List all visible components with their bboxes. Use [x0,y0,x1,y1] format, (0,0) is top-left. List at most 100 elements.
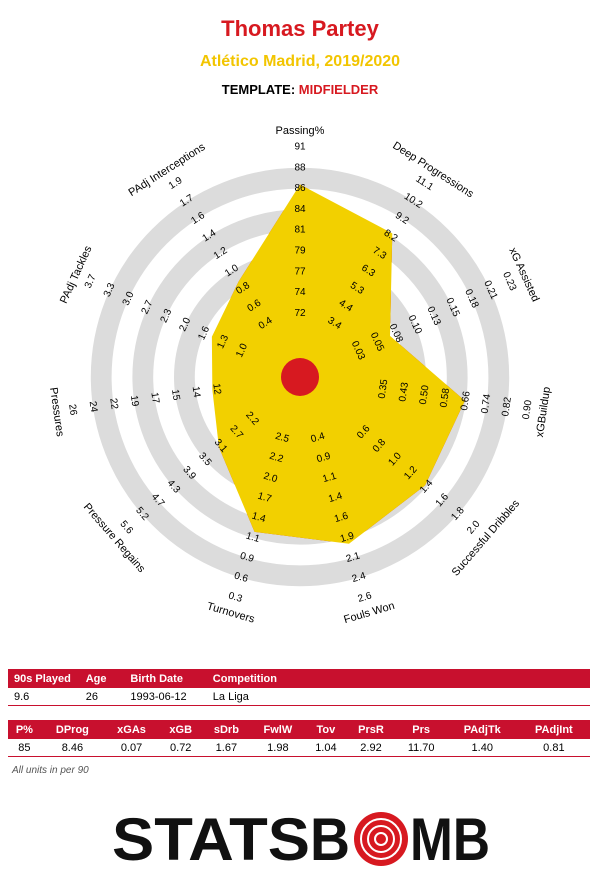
info-header-cell [301,669,590,688]
tick-label: 5.6 [117,519,135,537]
statsbomb-logo: STATS B MB [112,808,490,868]
tick-label: 86 [294,183,306,194]
team-season: Atlético Madrid, 2019/2020 [199,53,401,70]
tick-label: 1.6 [196,324,212,342]
tick-label: 12 [210,383,223,396]
tick-label: 19 [128,395,141,408]
info-value-cell: La Liga [206,688,301,706]
tick-label: 72 [294,308,306,319]
tick-label: 0.50 [418,384,432,405]
stats-value-cell: 0.81 [517,739,590,757]
template-label: TEMPLATE: [221,82,296,97]
tick-label: 24 [87,400,100,413]
player-name: Thomas Partey [221,16,379,41]
tick-label: 79 [294,246,306,257]
tick-label: 1.3 [215,333,231,351]
logo-text-b: B [310,808,350,868]
stats-value-cell: 2.92 [346,739,396,757]
stats-value-cell: 11.70 [395,739,447,757]
info-header-cell: Competition [206,669,301,688]
tick-label: 2.0 [465,518,483,536]
stats-value-cell: 0.07 [104,739,160,757]
tick-label: 22 [107,398,120,411]
tick-label: 0.43 [397,381,411,402]
template-value: MIDFIELDER [298,82,379,97]
logo-text-left: STATS [112,808,310,868]
info-table: 90s Played Age Birth Date Competition 9.6 26… [8,669,590,706]
tick-label: 2.5 [274,431,291,446]
grid-ring [90,167,510,587]
tick-label: 0.58 [438,387,452,408]
stats-header-cell: sDrb [202,720,251,739]
template-line: TEMPLATE: MIDFIELDER [0,82,600,97]
stats-header-cell: P% [8,720,41,739]
stats-header-row: P% DProg xGAs xGB sDrb FwlW Tov PrsR Prs PAdjTk PA… [8,720,590,739]
tick-label: 2.4 [351,570,368,585]
axis-label: xGBuildup [534,386,553,438]
stats-header-cell: Tov [305,720,347,739]
tick-label: 1.9 [339,530,356,545]
tick-label: 0.6 [233,570,250,585]
tick-label: 84 [294,204,306,215]
stats-value-cell: 1.98 [250,739,306,757]
stats-value-cell: 1.67 [202,739,251,757]
axis-label: Turnovers [205,600,256,625]
tick-label: 17 [148,392,161,405]
axis-label: Fouls Won [342,600,396,626]
tick-label: 1.9 [167,175,185,192]
tick-label: 0.35 [377,378,391,399]
stats-value-cell: 0.72 [159,739,203,757]
tick-label: 1.0 [234,342,250,360]
axis-label: Deep Progressions [390,140,476,201]
info-value-cell: 1993-06-12 [124,688,207,706]
stats-header-cell: PAdjInt [517,720,590,739]
tick-label: 3.7 [83,272,99,290]
tick-label: 1.4 [327,491,344,506]
tick-label: 0.4 [310,431,327,446]
radar-chart: 727477798184868891Passing%3.44.45.36.37.… [47,125,553,626]
info-header-cell: Birth Date [124,669,207,688]
tick-label: 11.1 [413,174,435,194]
tick-label: 2.6 [357,590,374,605]
tick-label: 0.23 [500,270,518,293]
tick-label: 2.7 [140,298,156,316]
tick-label: 2.1 [345,550,362,565]
info-header-cell: 90s Played [8,669,80,688]
stats-header-cell: DProg [40,720,104,739]
tick-label: 1.6 [333,510,350,525]
stats-table: P% DProg xGAs xGB sDrb FwlW Tov PrsR Prs PAdjTk PA… [8,720,590,757]
tick-label: 2.0 [262,471,279,486]
units-note: All units in per 90 [12,765,89,776]
tick-label: 1.1 [245,531,262,546]
stats-header-cell: FwlW [250,720,306,739]
tick-label: 15 [169,389,182,402]
logo-text-right: MB [410,808,490,868]
target-logo-icon [354,812,408,866]
tick-label: 0.9 [239,551,256,566]
tick-label: 88 [294,162,306,173]
tick-label: 0.3 [227,590,244,605]
center-dot [281,358,319,396]
tick-label: 91 [294,142,306,153]
stats-value-cell: 1.40 [446,739,518,757]
tick-label: 77 [294,266,306,277]
tick-label: 0.82 [500,396,514,417]
tick-label: 0.66 [459,390,473,411]
stats-header-cell: PAdjTk [446,720,518,739]
stats-value-cell: 85 [8,739,41,757]
tick-label: 2.0 [177,316,193,334]
stats-header-cell: PrsR [346,720,396,739]
tick-label: 3.3 [102,281,118,299]
stats-header-cell: xGB [159,720,203,739]
tick-label: 1.7 [256,491,273,506]
info-header-row: 90s Played Age Birth Date Competition [8,669,590,688]
info-value-cell: 26 [79,688,125,706]
player-shape-fill [211,184,465,544]
info-value-cell [301,688,590,706]
stats-value-cell: 8.46 [40,739,104,757]
tick-label: 0.90 [521,399,535,420]
tick-label: 14 [190,386,203,399]
info-header-cell: Age [79,669,125,688]
tick-label: 1.1 [321,471,338,486]
stats-header-cell: xGAs [104,720,160,739]
